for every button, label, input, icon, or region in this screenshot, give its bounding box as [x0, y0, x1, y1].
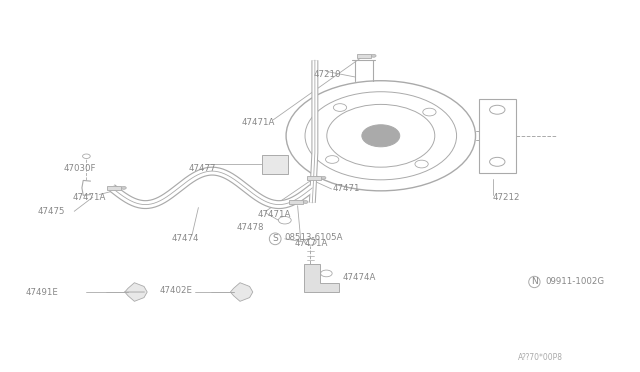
- Text: A⁇70*00P8: A⁇70*00P8: [518, 353, 563, 362]
- Circle shape: [371, 54, 376, 57]
- Text: 47210: 47210: [314, 70, 341, 79]
- Text: 47471A: 47471A: [294, 239, 328, 248]
- Bar: [479, 99, 516, 173]
- Circle shape: [303, 201, 308, 203]
- Text: 47212: 47212: [493, 193, 520, 202]
- Text: 47478: 47478: [237, 223, 264, 232]
- Circle shape: [362, 125, 400, 147]
- Text: 47471A: 47471A: [257, 210, 291, 219]
- Text: 47471: 47471: [333, 185, 360, 193]
- Bar: [107, 186, 121, 190]
- Text: 08513-6105A: 08513-6105A: [285, 233, 343, 242]
- Bar: [289, 200, 303, 204]
- Polygon shape: [125, 283, 147, 301]
- Polygon shape: [304, 264, 339, 292]
- Text: 09911-1002G: 09911-1002G: [545, 278, 604, 286]
- Circle shape: [321, 176, 326, 179]
- Text: S: S: [273, 234, 278, 243]
- Text: 47477: 47477: [189, 164, 216, 173]
- Bar: [307, 176, 321, 180]
- Text: 47491E: 47491E: [26, 288, 58, 296]
- Polygon shape: [262, 155, 288, 174]
- Text: 47474: 47474: [172, 234, 199, 243]
- Text: 47471A: 47471A: [242, 118, 275, 127]
- Text: 47402E: 47402E: [160, 286, 193, 295]
- Text: 47474A: 47474A: [342, 273, 376, 282]
- Text: 47030F: 47030F: [64, 164, 97, 173]
- Bar: [356, 54, 371, 58]
- Text: N: N: [531, 278, 538, 286]
- Circle shape: [122, 186, 126, 189]
- Polygon shape: [230, 283, 253, 301]
- Text: 47471A: 47471A: [73, 193, 106, 202]
- Text: 47475: 47475: [37, 207, 65, 216]
